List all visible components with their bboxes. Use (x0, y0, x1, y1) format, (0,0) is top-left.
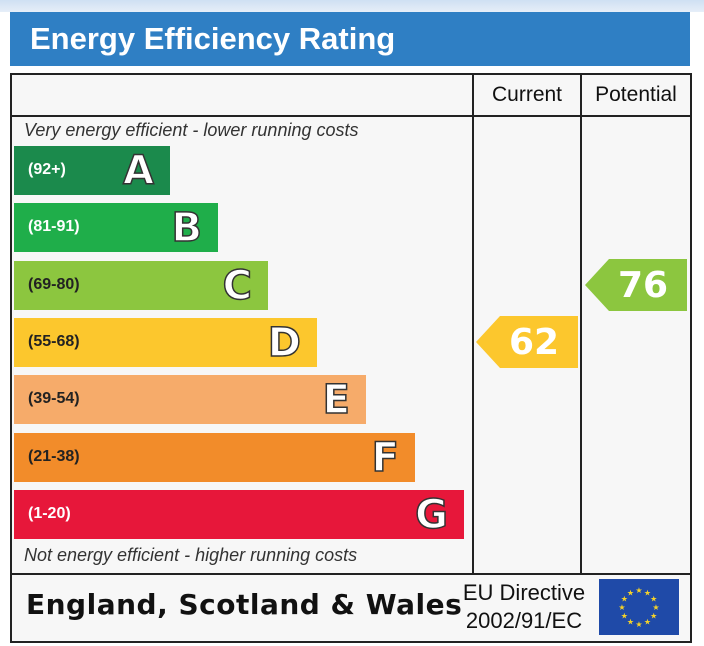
band-d: (55-68) D (14, 318, 317, 367)
eu-star-icon: ★ (644, 588, 651, 597)
footer-region: England, Scotland & Wales (26, 588, 463, 621)
potential-rating-arrow: 76 (585, 259, 687, 311)
sky-strip (0, 0, 704, 12)
band-letter-b: B (171, 204, 203, 252)
eu-star-icon: ★ (635, 620, 642, 629)
eu-flag-icon: ★ ★ ★ ★ ★ ★ ★ ★ ★ ★ ★ ★ (599, 579, 679, 635)
band-letter-c: C (222, 262, 253, 310)
band-range-d: (55-68) (28, 333, 80, 350)
potential-arrow-polygon (585, 259, 687, 311)
eu-star-icon: ★ (650, 595, 657, 604)
band-letter-a: A (122, 147, 154, 195)
chart-title: Energy Efficiency Rating (30, 21, 396, 56)
caption-top: Very energy efficient - lower running co… (24, 120, 359, 140)
band-letter-f: F (371, 434, 400, 482)
band-g: (1-20) G (14, 490, 464, 539)
band-b: (81-91) B (14, 203, 218, 252)
band-letter-g: G (414, 491, 448, 539)
column-header-potential: Potential (595, 83, 677, 106)
header-bar: Energy Efficiency Rating (10, 12, 690, 66)
band-range-g: (1-20) (28, 505, 71, 522)
band-range-b: (81-91) (28, 218, 80, 235)
eu-star-icon: ★ (627, 588, 634, 597)
band-a: (92+) A (14, 146, 170, 195)
caption-bottom: Not energy efficient - higher running co… (24, 545, 358, 565)
band-letter-e: E (322, 376, 351, 424)
current-rating-value: 62 (508, 322, 560, 363)
potential-rating-value: 76 (617, 265, 669, 306)
rating-frame: Current Potential Very energy efficient … (10, 73, 692, 643)
divider-potential (580, 75, 582, 575)
band-range-e: (39-54) (28, 390, 80, 407)
eu-star-icon: ★ (627, 618, 634, 627)
eu-directive-line2: 2002/91/EC (465, 608, 583, 633)
divider-current (472, 75, 474, 575)
column-header-current: Current (491, 83, 563, 106)
footer-divider (12, 573, 690, 575)
band-c: (69-80) C (14, 261, 268, 310)
band-range-c: (69-80) (28, 276, 80, 293)
eu-star-icon: ★ (635, 586, 642, 595)
current-rating-arrow: 62 (476, 316, 578, 368)
current-arrow-polygon (476, 316, 578, 368)
band-letter-d: D (267, 319, 302, 367)
eu-star-icon: ★ (618, 603, 625, 612)
band-range-a: (92+) (28, 161, 66, 178)
eu-stars: ★★★★★★★★★ ★ ★★ (618, 586, 659, 629)
eu-star-icon: ★ (650, 612, 657, 621)
header-row-divider (12, 115, 690, 117)
eu-star-icon: ★ (652, 603, 659, 612)
eu-directive-line1: EU Directive (462, 580, 586, 605)
potential-arrow-shape (585, 259, 687, 311)
eu-star-icon: ★ (644, 618, 651, 627)
band-f: (21-38) F (14, 433, 415, 482)
current-arrow-shape (476, 316, 578, 368)
eu-star-icon: ★ (621, 595, 628, 604)
band-e: (39-54) E (14, 375, 366, 424)
band-range-f: (21-38) (28, 448, 80, 465)
eu-star-icon: ★ (621, 612, 628, 621)
